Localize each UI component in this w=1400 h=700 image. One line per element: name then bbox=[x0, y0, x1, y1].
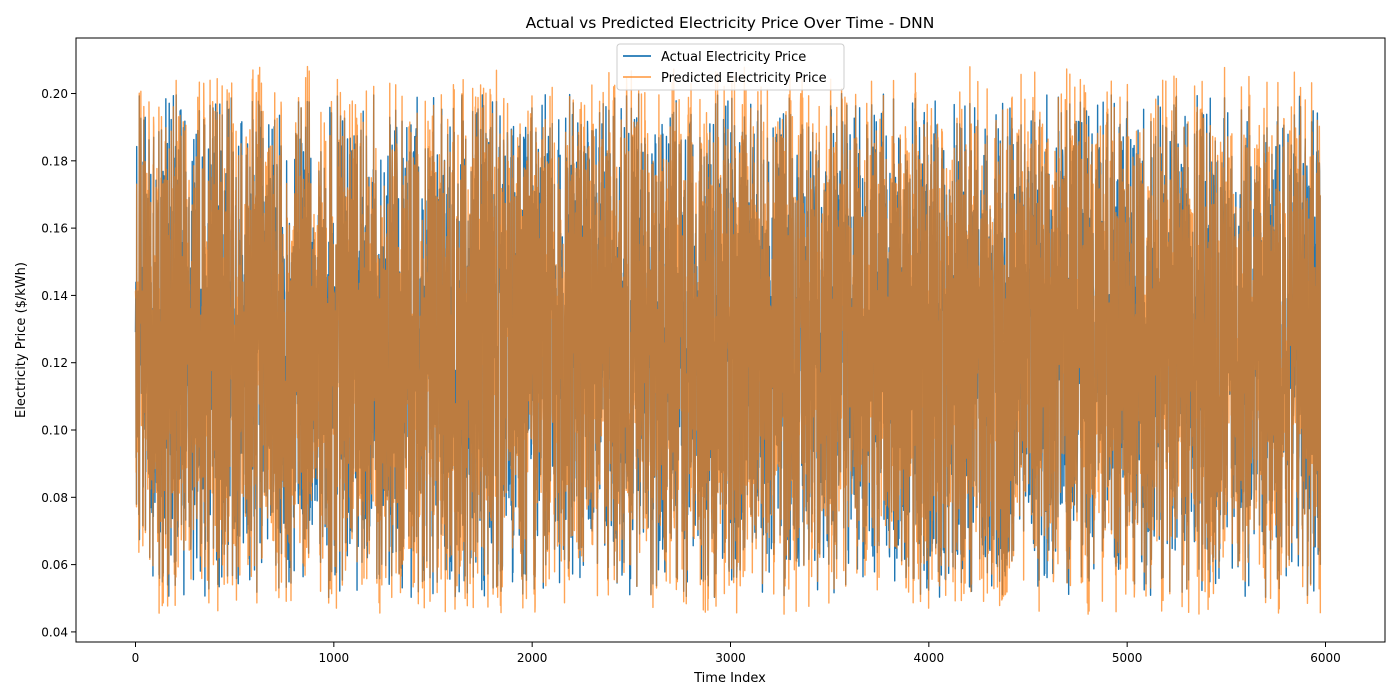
x-tick-label: 0 bbox=[132, 651, 140, 665]
legend-label-actual: Actual Electricity Price bbox=[661, 50, 806, 65]
y-tick-label: 0.12 bbox=[41, 356, 68, 370]
x-tick-label: 4000 bbox=[914, 651, 945, 665]
x-tick-label: 6000 bbox=[1310, 651, 1341, 665]
y-tick-label: 0.16 bbox=[41, 222, 68, 236]
legend[interactable]: Actual Electricity Price Predicted Elect… bbox=[616, 43, 845, 91]
x-tick-label: 2000 bbox=[517, 651, 548, 665]
series-layer bbox=[134, 65, 1322, 615]
x-tick-label: 5000 bbox=[1112, 651, 1143, 665]
y-tick-label: 0.20 bbox=[41, 87, 68, 101]
series-line-predicted bbox=[134, 65, 1322, 615]
y-tick-label: 0.18 bbox=[41, 154, 68, 168]
y-tick-label: 0.06 bbox=[41, 558, 68, 572]
x-axis: 0 1000 2000 3000 4000 5000 6000 bbox=[132, 642, 1341, 665]
legend-label-predicted: Predicted Electricity Price bbox=[661, 71, 827, 86]
y-axis-label: Electricity Price ($/kWh) bbox=[14, 262, 29, 418]
chart-title: Actual vs Predicted Electricity Price Ov… bbox=[526, 14, 935, 32]
x-tick-label: 3000 bbox=[715, 651, 746, 665]
x-axis-label: Time Index bbox=[693, 671, 766, 686]
y-tick-label: 0.10 bbox=[41, 424, 68, 438]
y-tick-label: 0.14 bbox=[41, 289, 68, 303]
x-tick-label: 1000 bbox=[319, 651, 350, 665]
y-tick-label: 0.04 bbox=[41, 625, 68, 639]
y-tick-label: 0.08 bbox=[41, 491, 68, 505]
legend-box bbox=[616, 43, 845, 91]
y-axis: 0.04 0.06 0.08 0.10 0.12 0.14 0.16 0.18 0.20 bbox=[41, 87, 76, 639]
